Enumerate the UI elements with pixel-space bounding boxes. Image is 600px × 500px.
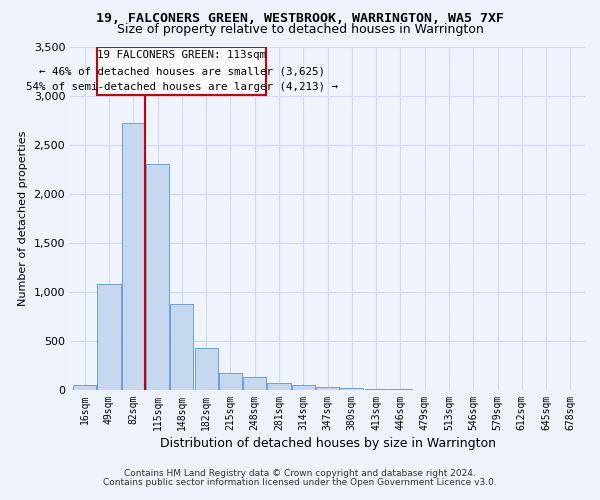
Bar [146, 164, 169, 390]
Text: Contains HM Land Registry data © Crown copyright and database right 2024.: Contains HM Land Registry data © Crown c… [124, 469, 476, 478]
Text: Contains public sector information licensed under the Open Government Licence v3: Contains public sector information licen… [103, 478, 497, 487]
X-axis label: Distribution of detached houses by size in Warrington: Distribution of detached houses by size … [160, 437, 496, 450]
Bar [365, 389, 388, 390]
FancyBboxPatch shape [97, 48, 266, 94]
Text: 19 FALCONERS GREEN: 113sqm: 19 FALCONERS GREEN: 113sqm [97, 50, 266, 60]
Text: Size of property relative to detached houses in Warrington: Size of property relative to detached ho… [116, 22, 484, 36]
Text: 19, FALCONERS GREEN, WESTBROOK, WARRINGTON, WA5 7XF: 19, FALCONERS GREEN, WESTBROOK, WARRINGT… [96, 12, 504, 26]
Bar [194, 348, 218, 390]
Y-axis label: Number of detached properties: Number of detached properties [18, 130, 28, 306]
Bar [340, 388, 364, 390]
Bar [170, 304, 193, 390]
Text: ← 46% of detached houses are smaller (3,625): ← 46% of detached houses are smaller (3,… [39, 66, 325, 76]
Bar [73, 385, 96, 390]
Bar [122, 122, 145, 390]
Bar [268, 382, 290, 390]
Bar [316, 387, 339, 390]
Bar [243, 377, 266, 390]
Bar [97, 284, 121, 390]
Text: 54% of semi-detached houses are larger (4,213) →: 54% of semi-detached houses are larger (… [26, 82, 338, 92]
Bar [292, 384, 315, 390]
Bar [219, 373, 242, 390]
